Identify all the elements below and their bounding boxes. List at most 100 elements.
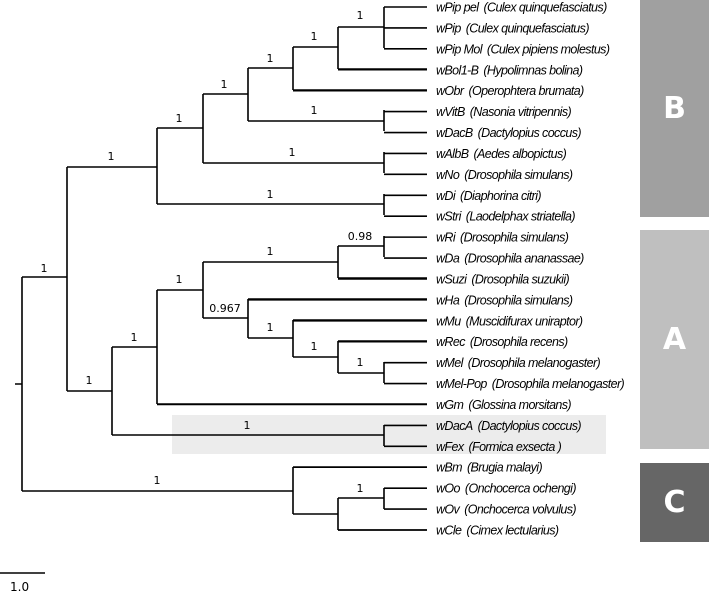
- leaf-label: wRec (Drosophila recens): [436, 335, 568, 349]
- host-name: (Culex quinquefasciatus): [466, 21, 590, 35]
- clade-a-label: A: [662, 322, 687, 357]
- host-name: (Drosophila simulans): [464, 168, 573, 182]
- support-value: 1: [311, 104, 318, 117]
- host-name: (Laodelphax striatella): [466, 210, 576, 224]
- support-value: 1: [311, 30, 318, 43]
- host-name: (Muscidifurax uniraptor): [466, 314, 583, 328]
- host-name: (Drosophila suzukii): [471, 272, 569, 286]
- host-name: (Brugia malayi): [467, 461, 542, 475]
- leaf-label: wFex (Formica exsecta ): [436, 440, 562, 454]
- leaf-label: wMu (Muscidifurax uniraptor): [436, 314, 583, 328]
- host-name: (Onchocerca ochengi): [465, 482, 576, 496]
- strain-name: wStri: [436, 210, 463, 224]
- host-name: (Hypolimnas bolina): [483, 63, 582, 77]
- leaf-label: wBm (Brugia malayi): [436, 461, 542, 475]
- leaf-label: wDacB (Dactylopius coccus): [436, 126, 581, 140]
- support-value: 1: [267, 188, 274, 201]
- support-value: 1: [311, 340, 318, 353]
- strain-name: wMel: [436, 356, 465, 370]
- support-value: 1: [41, 262, 48, 275]
- support-value: 1: [357, 482, 364, 495]
- strain-name: wVitB: [436, 105, 465, 119]
- leaf-label: wMel-Pop (Drosophila melanogaster): [436, 377, 625, 391]
- support-value: 1: [357, 9, 364, 22]
- strain-name: wDa: [436, 252, 460, 266]
- clade-c-label: C: [663, 485, 686, 520]
- host-name: (Drosophila melanogaster): [468, 356, 601, 370]
- host-name: (Glossina morsitans): [468, 398, 571, 412]
- leaf-label: wPip Mol (Culex pipiens molestus): [436, 42, 610, 56]
- host-name: (Drosophila recens): [470, 335, 568, 349]
- strain-name: wObr: [436, 84, 465, 98]
- support-value: 1: [154, 474, 161, 487]
- strain-name: wDi: [436, 189, 457, 203]
- strain-name: wPip Mol: [436, 42, 484, 56]
- clade-b-bar: B: [640, 0, 709, 217]
- clade-c-bar: C: [640, 463, 709, 542]
- support-value: 1: [244, 419, 251, 432]
- scale-bar-label: 1.0: [10, 580, 30, 594]
- leaf-label: wMel (Drosophila melanogaster): [436, 356, 601, 370]
- support-value: 1: [221, 78, 228, 91]
- support-value: 0.967: [209, 302, 241, 315]
- host-name: (Aedes albopictus): [473, 147, 566, 161]
- leaf-label: wPip pel (Culex quinquefasciatus): [436, 1, 607, 15]
- leaf-label: wDacA (Dactylopius coccus): [436, 419, 581, 433]
- support-value: 1: [289, 146, 296, 159]
- strain-name: wGm: [436, 398, 464, 412]
- host-name: (Nasonia vitripennis): [470, 105, 572, 119]
- support-value: 0.98: [348, 230, 373, 243]
- strain-name: wMu: [436, 314, 461, 328]
- host-name: (Drosophila melanogaster): [492, 377, 625, 391]
- leaf-label: wVitB (Nasonia vitripennis): [436, 105, 572, 119]
- host-name: (Dactylopius coccus): [478, 126, 582, 140]
- host-name: (Onchocerca volvulus): [464, 503, 576, 517]
- host-name: (Drosophila simulans): [460, 231, 569, 245]
- leaf-label: wBol1-B (Hypolimnas bolina): [436, 63, 583, 77]
- host-name: (Culex pipiens molestus): [487, 42, 610, 56]
- support-value: 1: [176, 273, 183, 286]
- leaf-label: wGm (Glossina morsitans): [436, 398, 571, 412]
- leaf-label: wRi (Drosophila simulans): [436, 231, 569, 245]
- strain-name: wNo: [436, 168, 460, 182]
- host-name: (Operophtera brumata): [468, 84, 584, 98]
- host-name: (Drosophila ananassae): [464, 252, 584, 266]
- leaf-label: wStri (Laodelphax striatella): [436, 210, 575, 224]
- strain-name: wMel-Pop: [436, 377, 487, 391]
- host-name: (Dactylopius coccus): [478, 419, 582, 433]
- leaf-label: wHa (Drosophila simulans): [436, 293, 573, 307]
- strain-name: wRi: [436, 231, 457, 245]
- host-name: (Cimex lectularius): [466, 524, 559, 538]
- support-value: 1: [176, 112, 183, 125]
- leaf-label: wDa (Drosophila ananassae): [436, 252, 584, 266]
- strain-name: wOv: [436, 503, 461, 517]
- strain-name: wPip pel: [436, 1, 480, 15]
- leaf-label: wSuzi (Drosophila suzukii): [436, 272, 570, 286]
- host-name: (Drosophila simulans): [464, 293, 573, 307]
- strain-name: wFex: [436, 440, 465, 454]
- host-name: (Culex quinquefasciatus): [483, 1, 607, 15]
- support-value: 1: [86, 374, 93, 387]
- strain-name: wRec: [436, 335, 466, 349]
- support-value: 1: [357, 356, 364, 369]
- host-name: (Formica exsecta ): [468, 440, 561, 454]
- clade-a-bar: A: [640, 230, 709, 449]
- strain-name: wCle: [436, 524, 462, 538]
- strain-name: wAlbB: [436, 147, 469, 161]
- support-value: 1: [108, 150, 115, 163]
- leaf-label: wCle (Cimex lectularius): [436, 524, 559, 538]
- leaf-label: wOv (Onchocerca volvulus): [436, 503, 576, 517]
- strain-name: wBm: [436, 461, 462, 475]
- strain-name: wDacB: [436, 126, 473, 140]
- leaf-label: wOo (Onchocerca ochengi): [436, 482, 576, 496]
- leaf-label: wNo (Drosophila simulans): [436, 168, 573, 182]
- support-value: 1: [267, 52, 274, 65]
- leaf-label: wAlbB (Aedes albopictus): [436, 147, 567, 161]
- clade-b-label: B: [663, 91, 686, 126]
- support-value: 1: [267, 245, 274, 258]
- strain-name: wDacA: [436, 419, 473, 433]
- support-value: 1: [267, 321, 274, 334]
- leaf-label: wObr (Operophtera brumata): [436, 84, 584, 98]
- strain-name: wOo: [436, 482, 461, 496]
